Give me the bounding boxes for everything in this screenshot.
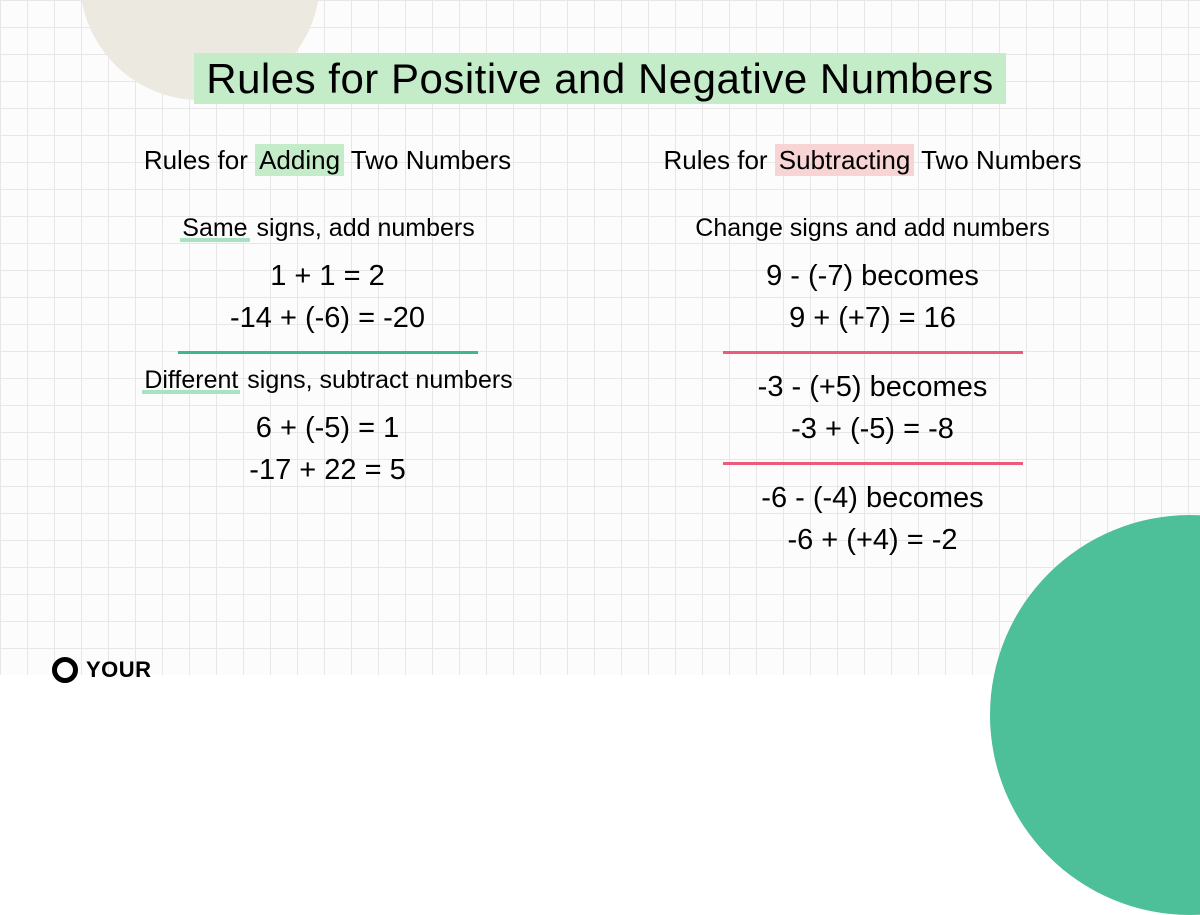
example-1: 9 - (-7) becomes 9 + (+7) = 16 <box>615 255 1130 339</box>
different-signs-block: Different signs, subtract numbers 6 + (-… <box>70 366 585 491</box>
equation: -17 + 22 = 5 <box>70 449 585 491</box>
same-signs-label: Same signs, add numbers <box>180 214 474 243</box>
different-word: Different <box>142 366 240 394</box>
equation: -3 - (+5) becomes <box>615 366 1130 408</box>
same-signs-block: Same signs, add numbers 1 + 1 = 2 -14 + … <box>70 214 585 339</box>
columns: Rules for Adding Two Numbers Same signs,… <box>70 145 1130 571</box>
equation: 6 + (-5) = 1 <box>70 407 585 449</box>
equation: -14 + (-6) = -20 <box>70 297 585 339</box>
logo-ring-icon <box>52 657 78 683</box>
adding-heading-post: Two Numbers <box>344 145 511 175</box>
subtracting-heading: Rules for Subtracting Two Numbers <box>615 145 1130 176</box>
equation: 1 + 1 = 2 <box>70 255 585 297</box>
equation: 9 - (-7) becomes <box>615 255 1130 297</box>
same-signs-rest: signs, add numbers <box>250 214 475 242</box>
brand-logo: YOUR <box>52 657 152 683</box>
same-word: Same <box>180 214 249 242</box>
equation: -6 - (-4) becomes <box>615 477 1130 519</box>
subtracting-heading-pre: Rules for <box>664 145 775 175</box>
pink-divider <box>723 462 1023 465</box>
logo-text: YOUR <box>86 657 152 683</box>
adding-heading-highlight: Adding <box>255 144 344 176</box>
page-title: Rules for Positive and Negative Numbers <box>70 55 1130 103</box>
different-signs-rest: signs, subtract numbers <box>240 366 512 394</box>
subtracting-heading-highlight: Subtracting <box>775 144 915 176</box>
main-content: Rules for Positive and Negative Numbers … <box>0 0 1200 571</box>
adding-heading-pre: Rules for <box>144 145 255 175</box>
different-signs-label: Different signs, subtract numbers <box>142 366 512 395</box>
pink-divider <box>723 351 1023 354</box>
adding-heading: Rules for Adding Two Numbers <box>70 145 585 176</box>
equation: 9 + (+7) = 16 <box>615 297 1130 339</box>
adding-column: Rules for Adding Two Numbers Same signs,… <box>70 145 585 571</box>
example-2: -3 - (+5) becomes -3 + (-5) = -8 <box>615 366 1130 450</box>
equation: -3 + (-5) = -8 <box>615 408 1130 450</box>
title-highlight: Rules for Positive and Negative Numbers <box>194 53 1006 104</box>
subtracting-column: Rules for Subtracting Two Numbers Change… <box>615 145 1130 571</box>
subtracting-heading-post: Two Numbers <box>914 145 1081 175</box>
change-signs-label: Change signs and add numbers <box>695 214 1049 243</box>
equation: -6 + (+4) = -2 <box>615 519 1130 561</box>
example-3: -6 - (-4) becomes -6 + (+4) = -2 <box>615 477 1130 561</box>
green-divider <box>178 351 478 354</box>
